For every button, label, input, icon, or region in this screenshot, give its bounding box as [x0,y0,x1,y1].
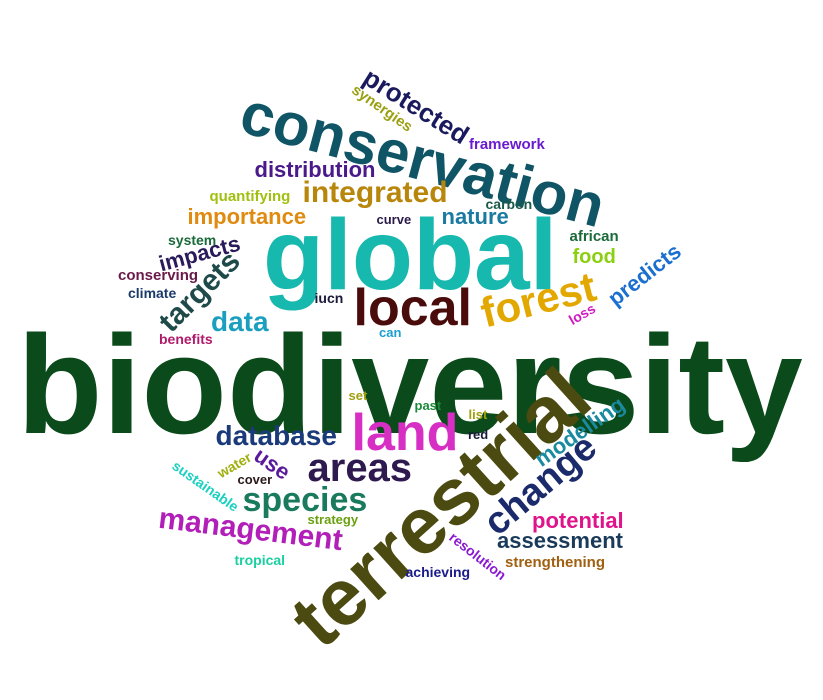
word-strengthening: strengthening [505,553,605,571]
word-system: system [168,232,217,248]
word-can: can [379,324,402,340]
word-cover: cover [237,471,273,487]
word-achieving: achieving [405,564,471,580]
word-nature: nature [441,204,509,229]
word-distribution: distribution [254,157,376,182]
word-past: past [414,397,442,413]
word-climate: climate [128,285,177,301]
word-predicts: predicts [603,238,686,311]
word-benefits: benefits [159,331,213,347]
word-strategy: strategy [307,511,359,527]
word-conserving: conserving [118,266,199,284]
word-integrated: integrated [302,176,448,209]
word-curve: curve [376,211,412,227]
word-framework: framework [469,135,545,153]
word-biodiversity: biodiversity [17,306,803,463]
word-carbon: carbon [485,196,533,212]
word-areas: areas [307,446,413,490]
word-food: food [572,246,616,268]
word-list: list [468,406,488,422]
word-land: land [351,404,459,462]
word-red: red [468,426,489,442]
word-potential: potential [532,508,624,533]
word-african: african [569,227,619,245]
word-iucn: iucn [314,290,344,306]
word-global: global [263,199,558,311]
word-importance: importance [187,204,307,229]
word-assessment: assessment [497,528,623,553]
word-species: species [242,481,368,519]
word-tropical: tropical [234,552,286,568]
word-data: data [211,306,269,337]
word-local: local [353,279,473,337]
word-database: database [215,420,337,451]
word-set: set [348,387,368,403]
word-quantifying: quantifying [209,187,291,205]
